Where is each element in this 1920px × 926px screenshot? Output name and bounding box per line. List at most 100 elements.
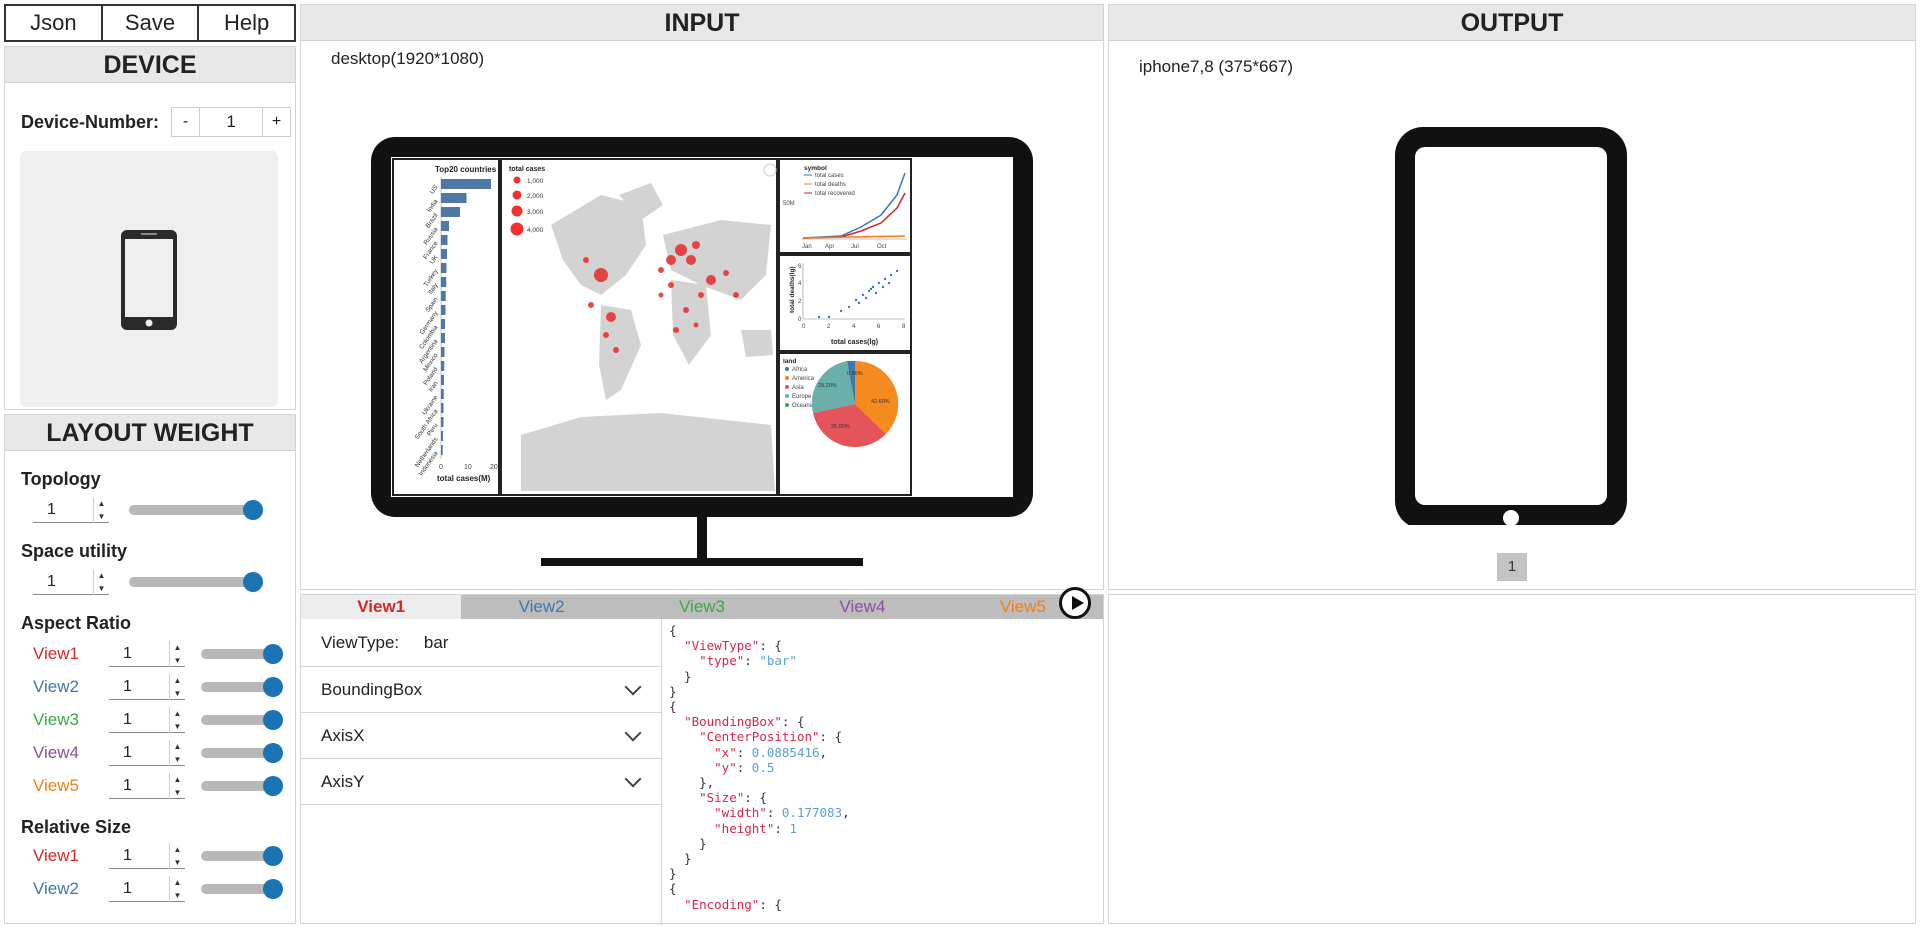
bar-tick-2: 20 [490, 464, 498, 471]
scatter-xtick-8: 8 [902, 324, 906, 330]
device-minus-button[interactable]: - [172, 108, 201, 136]
viewtype-value[interactable]: bar [423, 633, 449, 652]
line-xtick-jul: Jul [851, 244, 859, 250]
pie-label-oceania: 0.66% [847, 371, 863, 377]
tab-view2[interactable]: View2 [518, 597, 565, 616]
topology-slider[interactable] [129, 500, 263, 520]
spin-arrows-icon[interactable]: ▲ ▼ [93, 497, 109, 523]
topology-value: 1 [47, 501, 56, 518]
bar-argentina [441, 333, 445, 343]
bar-label: UK [429, 254, 440, 266]
aspect-ratio-input[interactable]: 1 ▲ ▼ [109, 707, 185, 733]
accordion-axisy-label: AxisY [321, 772, 365, 791]
scatter-ytick-0: 0 [798, 317, 802, 323]
aspect-ratio-input[interactable]: 1 ▲ ▼ [109, 674, 185, 700]
aspect-ratio-slider[interactable] [201, 644, 283, 664]
help-button[interactable]: Help [199, 6, 295, 40]
tab-view3[interactable]: View3 [679, 597, 726, 616]
relative-size-input[interactable]: 1 ▲ ▼ [109, 876, 185, 902]
aspect-ratio-view-label: View4 [33, 743, 79, 762]
slider-thumb[interactable] [263, 644, 283, 664]
line-xtick-jan: Jan [802, 244, 812, 250]
scatter-xtick-0: 0 [802, 324, 806, 330]
input-scatter-chart: total deaths(lg) total cases(lg) 0 2 4 6… [778, 254, 912, 352]
aspect-ratio-input[interactable]: 1 ▲ ▼ [109, 641, 185, 667]
slider-thumb[interactable] [243, 572, 263, 592]
topology-input[interactable]: 1 ▲ ▼ [33, 497, 109, 523]
pie-legend-asia: Asia [792, 385, 804, 391]
save-button[interactable]: Save [102, 6, 200, 40]
relative-size-row-view1: View1 1 ▲ ▼ [5, 843, 295, 875]
space-utility-slider[interactable] [129, 572, 263, 592]
accordion-axisy[interactable]: AxisY [301, 759, 661, 805]
accordion-axisx[interactable]: AxisX [301, 713, 661, 759]
aspect-ratio-view-label: View3 [33, 710, 79, 729]
tab-view5[interactable]: View5 [999, 597, 1046, 616]
space-utility-label: Space utility [21, 541, 128, 561]
aspect-ratio-slider[interactable] [201, 710, 283, 730]
relative-size-input[interactable]: 1 ▲ ▼ [109, 843, 185, 869]
relative-size-slider[interactable] [201, 879, 283, 899]
slider-thumb[interactable] [263, 846, 283, 866]
line-xtick-apr: Apr [825, 244, 834, 250]
relative-size-label: Relative Size [21, 817, 132, 837]
bar-chart-title: Top20 countries [435, 165, 497, 174]
chevron-down-icon [624, 724, 642, 742]
aspect-ratio-slider[interactable] [201, 743, 283, 763]
output-title: OUTPUT [1109, 5, 1915, 41]
spin-arrows-icon[interactable]: ▲ ▼ [169, 876, 185, 902]
aspect-ratio-value: 1 [123, 777, 132, 794]
aspect-ratio-view-label: View1 [33, 644, 79, 663]
chevron-down-icon [624, 678, 642, 696]
spin-arrows-icon[interactable]: ▲ ▼ [169, 773, 185, 799]
pie-legend-america: America [792, 376, 815, 382]
tab-view1[interactable]: View1 [301, 595, 462, 619]
tab-view4[interactable]: View4 [839, 597, 886, 616]
pie-label-asia: 25.00% [831, 424, 850, 430]
spin-arrows-icon[interactable]: ▲ ▼ [93, 569, 109, 595]
slider-thumb[interactable] [263, 879, 283, 899]
smartphone-icon [121, 230, 177, 330]
aspect-ratio-input[interactable]: 1 ▲ ▼ [109, 740, 185, 766]
json-code-viewer[interactable]: { "ViewType": { "type": "bar" } } { "Bou… [669, 623, 850, 912]
accordion-boundingbox[interactable]: BoundingBox [301, 667, 661, 713]
aspect-ratio-value: 1 [123, 744, 132, 761]
aspect-ratio-slider[interactable] [201, 677, 283, 697]
spin-arrows-icon[interactable]: ▲ ▼ [169, 843, 185, 869]
bar-russia [441, 221, 449, 231]
spin-arrows-icon[interactable]: ▲ ▼ [169, 707, 185, 733]
input-bar-chart: Top20 countries USIndiaBrazilRussiaFranc… [392, 158, 500, 496]
device-number-input[interactable]: 1 [226, 112, 236, 131]
aspect-ratio-row-view3: View3 1 ▲ ▼ [5, 707, 295, 739]
spin-arrows-icon[interactable]: ▲ ▼ [169, 674, 185, 700]
slider-thumb[interactable] [263, 710, 283, 730]
slider-thumb[interactable] [263, 677, 283, 697]
scatter-ytick-4: 4 [798, 281, 802, 287]
output-page-button[interactable]: 1 [1497, 553, 1527, 581]
chevron-down-icon [624, 770, 642, 788]
iphone-frame [1395, 127, 1627, 525]
aspect-ratio-input[interactable]: 1 ▲ ▼ [109, 773, 185, 799]
json-button[interactable]: Json [6, 6, 103, 40]
spin-arrows-icon[interactable]: ▲ ▼ [169, 740, 185, 766]
spin-arrows-icon[interactable]: ▲ ▼ [169, 641, 185, 667]
device-preview[interactable] [20, 151, 278, 407]
slider-thumb[interactable] [263, 743, 283, 763]
slider-thumb[interactable] [263, 776, 283, 796]
slider-thumb[interactable] [243, 500, 263, 520]
relative-size-view-label: View1 [33, 846, 79, 865]
viewtype-row: ViewType: bar [301, 619, 661, 667]
scatter-ytick-2: 2 [798, 299, 802, 305]
space-utility-input[interactable]: 1 ▲ ▼ [33, 569, 109, 595]
scatter-xtick-4: 4 [852, 324, 856, 330]
aspect-ratio-slider[interactable] [201, 776, 283, 796]
space-utility-value: 1 [47, 573, 56, 590]
relative-size-slider[interactable] [201, 846, 283, 866]
device-plus-button[interactable]: + [262, 108, 291, 136]
pie-legend-title: land [783, 358, 796, 365]
bar-brazil [441, 207, 460, 217]
aspect-ratio-row-view4: View4 1 ▲ ▼ [5, 740, 295, 772]
line-xtick-oct: Oct [877, 244, 887, 250]
play-icon[interactable] [1059, 587, 1091, 619]
input-resolution: desktop(1920*1080) [331, 49, 485, 68]
